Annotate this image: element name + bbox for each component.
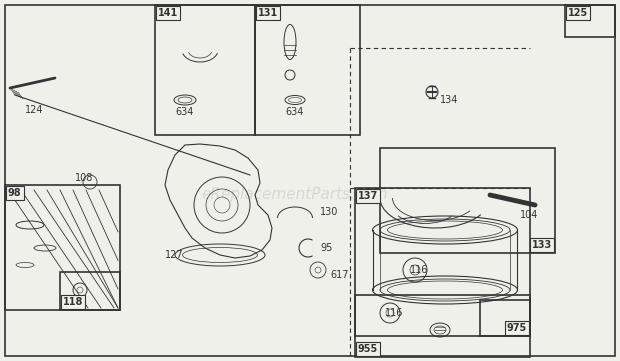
Text: 125: 125 <box>568 8 588 18</box>
Text: 95: 95 <box>320 243 332 253</box>
Bar <box>5 185 120 310</box>
Text: 124: 124 <box>25 105 43 115</box>
Bar <box>355 295 530 357</box>
Text: 116: 116 <box>385 308 404 318</box>
Text: 130: 130 <box>320 207 339 217</box>
Text: eReplacementParts.com: eReplacementParts.com <box>202 187 388 203</box>
Text: 131: 131 <box>258 8 278 18</box>
Text: 108: 108 <box>75 173 94 183</box>
Text: 634: 634 <box>175 107 193 117</box>
Text: 104: 104 <box>520 210 538 220</box>
Text: 634: 634 <box>285 107 303 117</box>
Text: 975: 975 <box>507 323 527 333</box>
Text: 127: 127 <box>165 250 184 260</box>
Bar <box>380 148 555 253</box>
Bar <box>355 188 530 336</box>
Bar <box>155 5 255 135</box>
Text: 133: 133 <box>532 240 552 250</box>
Bar <box>565 5 615 37</box>
Text: 617: 617 <box>330 270 348 280</box>
Text: 141: 141 <box>158 8 179 18</box>
Text: 116: 116 <box>410 265 428 275</box>
Text: 955: 955 <box>358 344 378 354</box>
Text: 118: 118 <box>63 297 83 307</box>
Bar <box>255 5 360 135</box>
Bar <box>60 272 120 310</box>
Text: 98: 98 <box>8 188 22 198</box>
Bar <box>480 300 530 336</box>
Text: 134: 134 <box>440 95 458 105</box>
Text: 137: 137 <box>358 191 378 201</box>
